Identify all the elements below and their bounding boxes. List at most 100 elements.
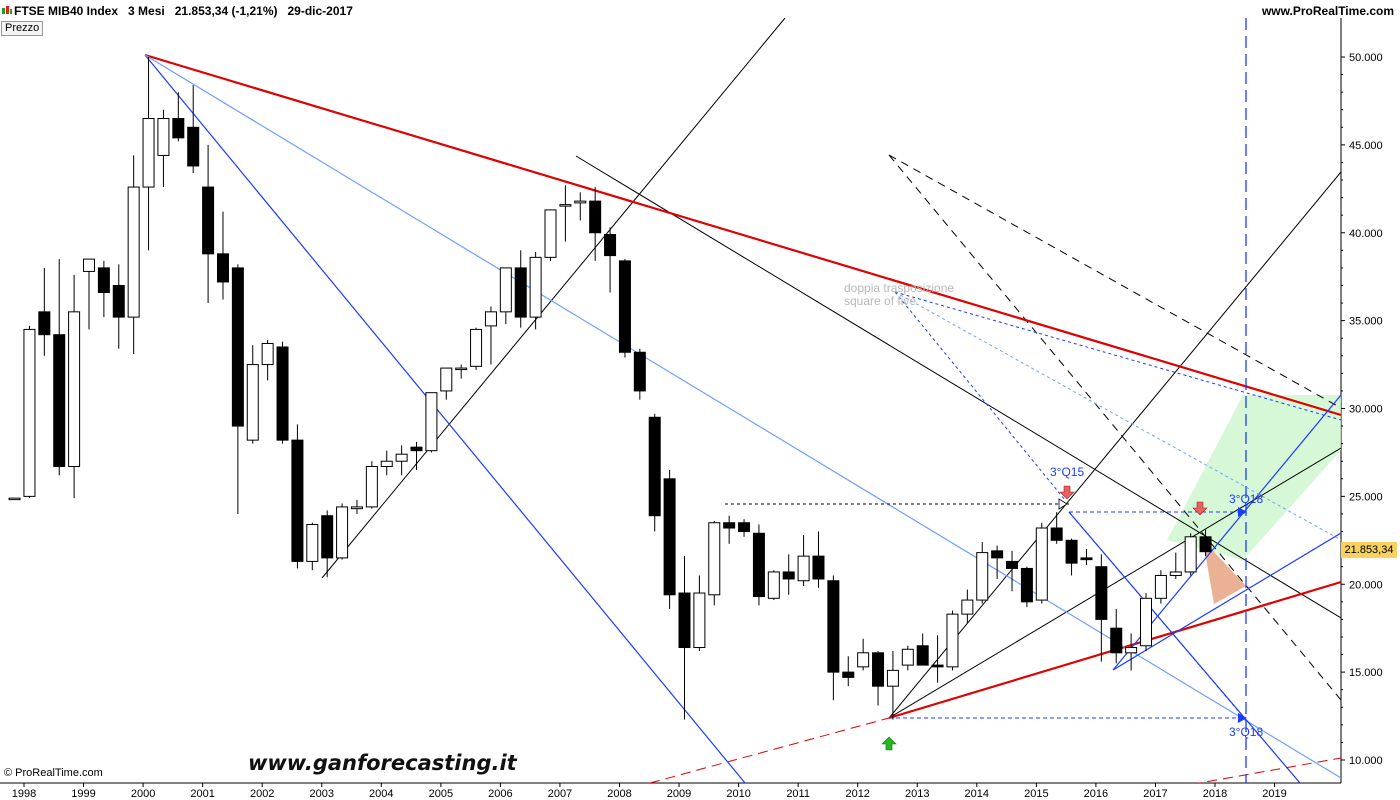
candle-body [1125, 647, 1138, 654]
candle-body [336, 506, 349, 559]
candle-body [1169, 571, 1182, 576]
candle-10 [157, 109, 170, 188]
site-link[interactable]: www.ProRealTime.com [1261, 4, 1394, 18]
red-dashed-lower [1196, 757, 1341, 783]
y-tick-label: 35.000 [1349, 316, 1383, 328]
candle-41 [618, 259, 631, 358]
arrow-right-q15-marker [1058, 498, 1068, 510]
candle-body [1065, 539, 1078, 564]
candle-22 [336, 503, 349, 560]
candle-body [529, 256, 542, 318]
candle-body [365, 465, 378, 508]
candle-54 [812, 531, 825, 588]
candle-body [1095, 566, 1108, 620]
x-tick-label: 2018 [1203, 788, 1227, 800]
candle-body [886, 669, 899, 687]
x-tick-label: 2012 [845, 788, 869, 800]
candle-body [678, 592, 691, 649]
candle-33 [499, 267, 512, 325]
candle-80 [1199, 529, 1212, 557]
blue-line-2016-up-mid [1112, 532, 1341, 671]
candle-body [68, 311, 81, 467]
candle-30 [455, 364, 468, 379]
price-axis: 50.000 45.000 40.000 35.000 30.000 25.000 20.0… [1341, 52, 1383, 767]
candle-body [350, 506, 363, 510]
candle-body [321, 515, 334, 559]
candle-body [604, 234, 617, 257]
candle-29 [440, 367, 453, 400]
trendline-2012-mid [888, 447, 1341, 719]
candle-body [157, 118, 170, 156]
candle-body [97, 267, 110, 294]
candle-body [559, 204, 572, 207]
candle-26 [395, 445, 408, 476]
candle-13 [202, 144, 215, 304]
candle-body [767, 571, 780, 599]
x-tick-label: 2016 [1084, 788, 1108, 800]
candle-4 [68, 274, 81, 499]
candle-body [306, 523, 319, 562]
candle-body [738, 522, 751, 533]
candle-25 [380, 450, 393, 476]
annotation-q18-upper: 3°Q18 [1229, 492, 1263, 506]
trendline-2003-up [321, 18, 786, 579]
candle-body [589, 200, 602, 234]
candle-35 [529, 252, 542, 330]
candle-body [8, 497, 21, 501]
red-down-arrow-2015-icon [1059, 485, 1075, 500]
annotation-note-line2: square of five [844, 294, 916, 308]
x-tick-label: 2004 [369, 788, 393, 800]
candle-23 [350, 499, 363, 514]
candle-body [723, 522, 736, 529]
candle-78 [1169, 552, 1182, 579]
candle-48 [723, 515, 736, 544]
red-resistance-line [144, 53, 1341, 417]
candle-body [663, 478, 676, 596]
x-tick-label: 2019 [1262, 788, 1286, 800]
candle-body [812, 555, 825, 580]
candle-12 [187, 85, 200, 173]
candle-body [916, 645, 929, 666]
x-tick-label: 2001 [190, 788, 214, 800]
salmon-projection-zone [1203, 540, 1246, 604]
green-up-arrow-2012-icon [881, 736, 897, 751]
candle-43 [648, 413, 661, 532]
y-tick-label: 20.000 [1349, 579, 1383, 591]
candle-body [574, 200, 587, 204]
instrument-title: FTSE MIB40 Index [14, 4, 119, 18]
candle-42 [633, 348, 646, 400]
candle-20 [306, 522, 319, 571]
period-label[interactable]: 3 Mesi [128, 4, 165, 18]
candle-body [931, 664, 944, 668]
time-axis: 1998 1999 2000 2001 2002 2003 2004 2005 2006 2007… [12, 783, 1287, 800]
x-tick-label: 2009 [667, 788, 691, 800]
candle-body [261, 342, 274, 366]
candle-body [425, 392, 438, 452]
candle-body [1080, 557, 1093, 561]
x-tick-label: 2008 [607, 788, 631, 800]
candle-45 [678, 556, 691, 720]
candle-73 [1095, 554, 1108, 662]
candle-63 [946, 610, 959, 671]
candle-0 [8, 497, 21, 501]
candle-17 [261, 339, 274, 381]
watermark-text: www.ganforecasting.it [248, 751, 517, 775]
candle-body [380, 460, 393, 467]
price-panel-label[interactable]: Prezzo [1, 21, 44, 36]
candle-body [708, 522, 721, 596]
candle-9 [142, 57, 155, 251]
candle-body [857, 652, 870, 668]
x-tick-label: 1999 [71, 788, 95, 800]
candle-61 [916, 633, 929, 666]
candle-15 [231, 264, 244, 514]
candle-body [514, 267, 527, 318]
candle-body [53, 334, 66, 467]
candle-body [38, 311, 51, 336]
candle-28 [425, 392, 438, 453]
candle-body [82, 258, 95, 272]
candle-71 [1065, 538, 1078, 576]
candle-77 [1154, 570, 1167, 604]
candle-70 [1050, 512, 1063, 544]
candle-body [901, 648, 914, 666]
